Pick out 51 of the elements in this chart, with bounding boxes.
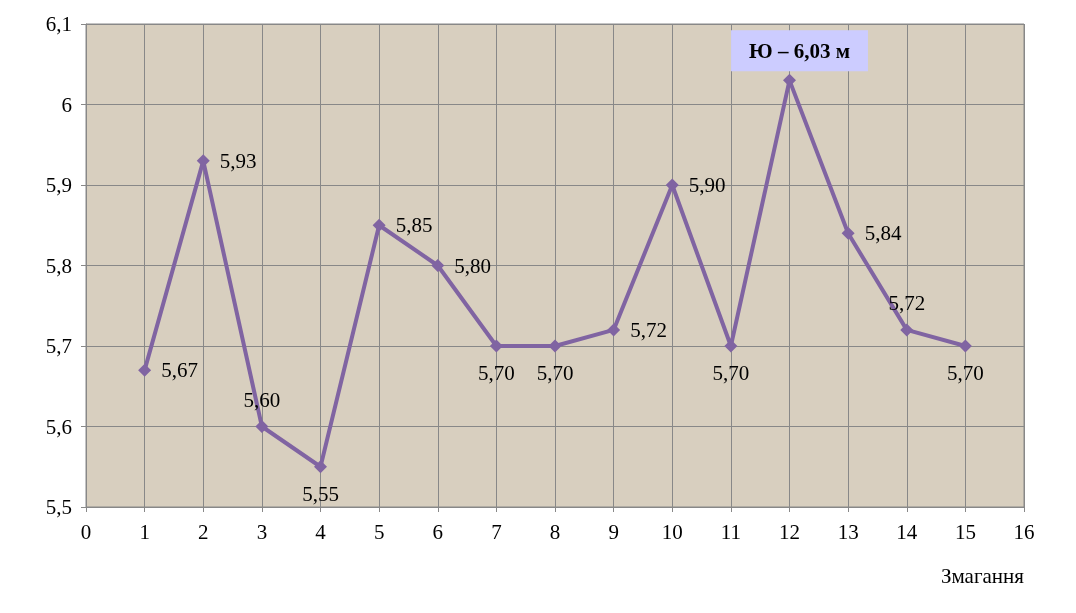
- x-tick-label: 2: [198, 519, 209, 544]
- point: [900, 323, 914, 337]
- y-tick-label: 5,7: [45, 334, 72, 358]
- data-label: 5,70: [536, 361, 574, 385]
- x-tick-label: 6: [432, 519, 443, 544]
- data-label: 5,70: [947, 361, 984, 385]
- data-label: 5,80: [454, 253, 491, 278]
- point: [314, 460, 327, 474]
- data-label: 5,72: [630, 317, 667, 342]
- point: [255, 420, 269, 433]
- x-tick-label: 11: [720, 519, 741, 544]
- point: [548, 339, 562, 353]
- data-label: 5,67: [161, 358, 198, 383]
- point: [489, 339, 503, 353]
- data-label: 5,90: [688, 173, 726, 197]
- y-tick-label: 6: [61, 92, 72, 117]
- x-axis-title: Змагання: [940, 563, 1025, 588]
- data-label: 5,60: [243, 387, 281, 412]
- y-tick-label: 5,8: [45, 253, 72, 278]
- x-tick-label: 13: [837, 519, 859, 544]
- point: [607, 323, 621, 337]
- x-tick-label: 14: [896, 519, 918, 544]
- point: [958, 339, 972, 353]
- data-label: 5,85: [395, 213, 433, 238]
- x-tick-label: 4: [315, 519, 327, 544]
- y-tick-label: 5,6: [45, 414, 72, 439]
- annotation: Ю – 6,03 м: [749, 38, 850, 63]
- y-tick-label: 5,5: [45, 495, 72, 519]
- data-label: 5,84: [864, 221, 902, 246]
- x-tick-label: 8: [549, 519, 561, 544]
- data-label: 5,55: [302, 481, 339, 506]
- y-tick-label: 6,1: [45, 12, 72, 36]
- data-label: 5,72: [888, 290, 926, 315]
- x-tick-label: 9: [608, 519, 619, 544]
- x-tick-label: 7: [491, 519, 502, 544]
- data-label: 5,70: [712, 361, 750, 385]
- x-tick-label: 15: [954, 519, 976, 544]
- point: [138, 363, 152, 377]
- data-label: 5,93: [219, 148, 257, 173]
- x-tick-label: 10: [661, 519, 683, 544]
- x-tick-label: 1: [139, 519, 150, 544]
- point: [841, 226, 855, 240]
- y-tick-label: 5,9: [45, 173, 72, 197]
- x-tick-label: 16: [1013, 519, 1035, 544]
- point: [431, 259, 445, 272]
- x-tick-label: 3: [256, 519, 268, 544]
- x-tick-label: 5: [373, 519, 385, 544]
- x-tick-label: 12: [779, 519, 800, 544]
- point: [372, 218, 386, 232]
- data-label: 5,70: [478, 361, 515, 385]
- x-tick-label: 0: [80, 519, 92, 544]
